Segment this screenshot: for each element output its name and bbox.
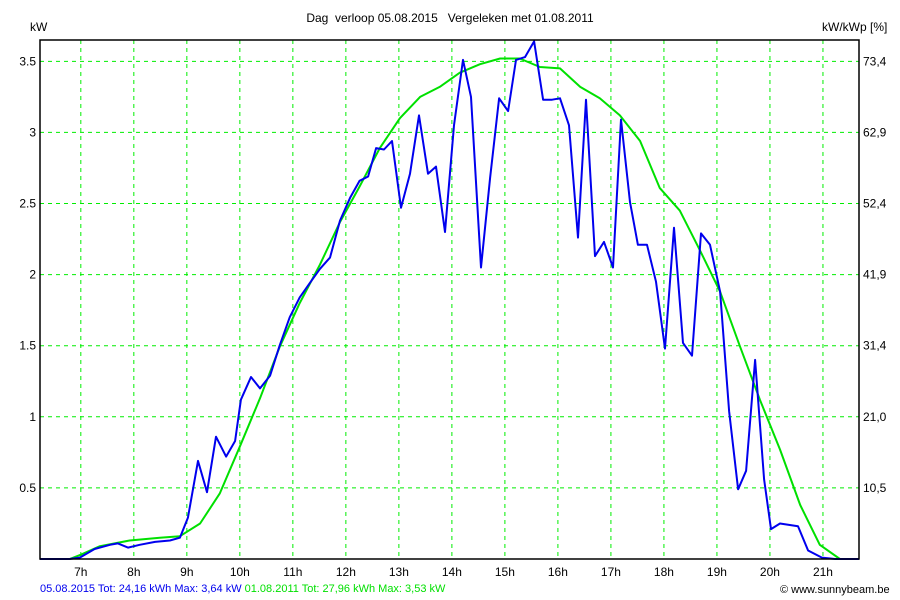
x-tick-label: 19h — [707, 565, 727, 579]
x-tick-label: 11h — [283, 565, 302, 579]
x-tick-label: 10h — [230, 565, 250, 579]
y2-tick-label: 62,9 — [863, 125, 887, 139]
y2-tick-label: 52,4 — [863, 197, 887, 211]
y-tick-label: 1.5 — [19, 339, 36, 353]
y2-tick-label: 73,4 — [863, 54, 887, 68]
series-line-1 — [40, 57, 841, 560]
x-tick-label: 8h — [127, 565, 140, 579]
green-series-summary: 01.08.2011 Tot: 27,96 kWh Max: 3,53 kW — [241, 583, 446, 595]
y-tick-label: 0.5 — [19, 481, 36, 495]
y2-tick-label: 10,5 — [863, 481, 887, 495]
y-tick-label: 3 — [29, 125, 36, 139]
x-tick-label: 21h — [813, 565, 833, 579]
y-tick-label: 1 — [29, 410, 36, 424]
blue-series-summary: 05.08.2015 Tot: 24,16 kWh Max: 3,64 kW — [40, 583, 242, 595]
x-tick-label: 13h — [389, 565, 409, 579]
x-tick-label: 16h — [548, 565, 568, 579]
x-tick-label: 15h — [495, 565, 515, 579]
y-tick-label: 2.5 — [19, 197, 36, 211]
x-tick-label: 14h — [442, 565, 462, 579]
x-tick-label: 18h — [654, 565, 674, 579]
x-tick-label: 9h — [180, 565, 193, 579]
x-tick-label: 17h — [601, 565, 621, 579]
y-tick-label: 2 — [29, 268, 36, 282]
plot-frame — [39, 39, 860, 560]
x-tick-label: 12h — [336, 565, 356, 579]
footer-summary: 05.08.2015 Tot: 24,16 kWh Max: 3,64 kW 0… — [40, 583, 445, 595]
credit-text: © www.sunnybeam.be — [780, 584, 890, 596]
series-line-0 — [40, 40, 859, 560]
y2-axis-label: kW/kWp [%] — [822, 20, 888, 34]
y2-tick-label: 41,9 — [863, 268, 887, 282]
y-tick-label: 3.5 — [19, 54, 36, 68]
y-axis-label: kW — [30, 20, 48, 34]
chart-title: Dag verloop 05.08.2015 Vergeleken met 01… — [306, 11, 594, 25]
y2-tick-label: 31,4 — [863, 339, 887, 353]
y2-tick-label: 21,0 — [863, 410, 887, 424]
x-tick-label: 7h — [74, 565, 87, 579]
x-tick-label: 20h — [760, 565, 780, 579]
